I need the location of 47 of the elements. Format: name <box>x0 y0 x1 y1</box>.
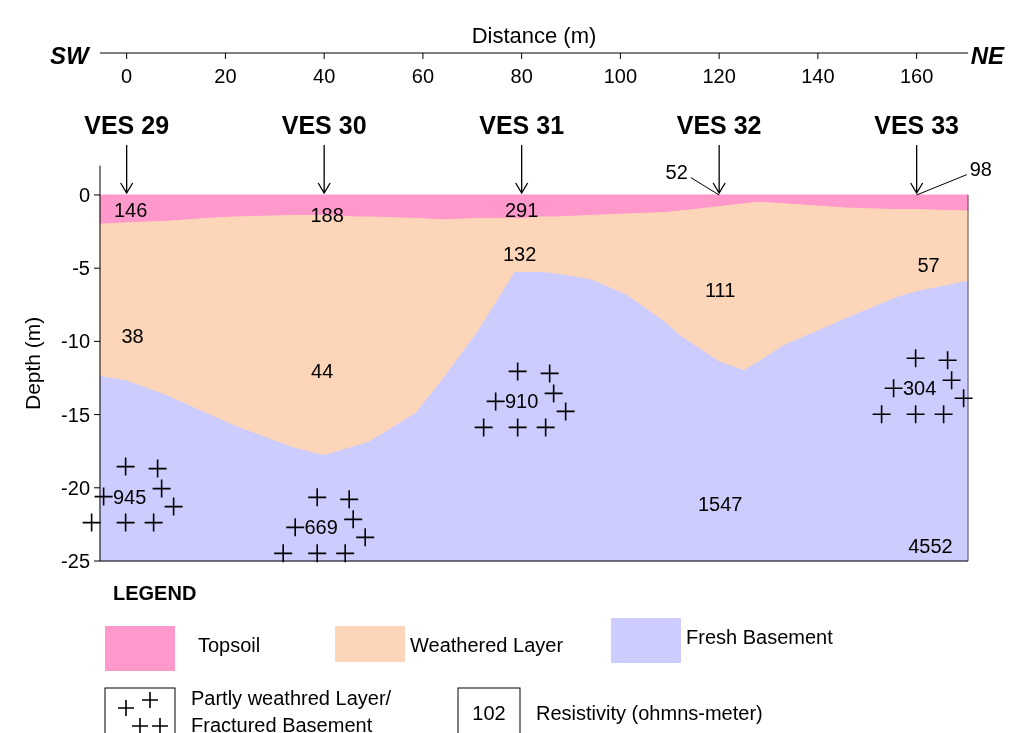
x-tick-label: 0 <box>121 65 133 87</box>
annotation: VES 30 <box>281 111 367 139</box>
annotation: 57 <box>917 254 940 277</box>
annotation: 111 <box>704 279 736 302</box>
y-axis-title: Depth (m) <box>21 316 44 411</box>
annotation: VES 32 <box>676 111 762 139</box>
annotation: 38 <box>121 324 144 347</box>
annotation: 44 <box>311 359 334 382</box>
annotation: 910 <box>504 390 539 413</box>
y-tick-label: 0 <box>78 183 90 206</box>
x-tick-label: 140 <box>801 65 835 87</box>
legend-title: LEGEND <box>113 582 197 604</box>
y-tick-label: -5 <box>72 257 90 280</box>
legend-label: Fresh Basement <box>686 626 834 648</box>
text: 98 <box>969 157 992 180</box>
y-tick-label: -10 <box>61 330 90 353</box>
y-tick-label: -20 <box>61 476 90 499</box>
annotation: 146 <box>113 198 148 221</box>
text: Partly weathred Layer/ Fractured Basement <box>191 687 392 733</box>
annotation: 304 <box>902 377 937 400</box>
x-tick-label: 120 <box>702 65 736 87</box>
x-axis-title: Distance (m) <box>471 23 597 48</box>
x-tick-label: 40 <box>313 65 336 87</box>
text: SW <box>50 42 92 69</box>
annotation: VES 29 <box>84 111 170 139</box>
annotation: 945 <box>112 485 147 508</box>
annotation: 4552 <box>908 535 953 558</box>
text: NE <box>970 42 1005 69</box>
annotation: 188 <box>310 204 344 227</box>
x-tick-label: 160 <box>899 65 934 87</box>
annotation: 132 <box>502 242 537 265</box>
annotation: 1547 <box>697 492 743 515</box>
annotation: VES 33 <box>874 111 960 139</box>
text: Resistivity (ohmns-meter) <box>536 702 763 724</box>
text: 102 <box>472 702 506 724</box>
x-tick-label: 20 <box>214 65 237 87</box>
y-tick-label: -25 <box>61 550 90 572</box>
annotation: 291 <box>504 198 539 221</box>
x-tick-label: 80 <box>510 65 533 87</box>
y-tick-label: -15 <box>61 403 90 426</box>
x-tick-label: 100 <box>603 65 638 87</box>
annotation: 52 <box>665 160 688 183</box>
annotation: 669 <box>304 516 338 539</box>
legend-label: Weathered Layer <box>410 634 564 656</box>
annotation: VES 31 <box>479 111 565 139</box>
x-tick-label: 60 <box>411 65 435 87</box>
legend-label: Topsoil <box>198 634 261 656</box>
